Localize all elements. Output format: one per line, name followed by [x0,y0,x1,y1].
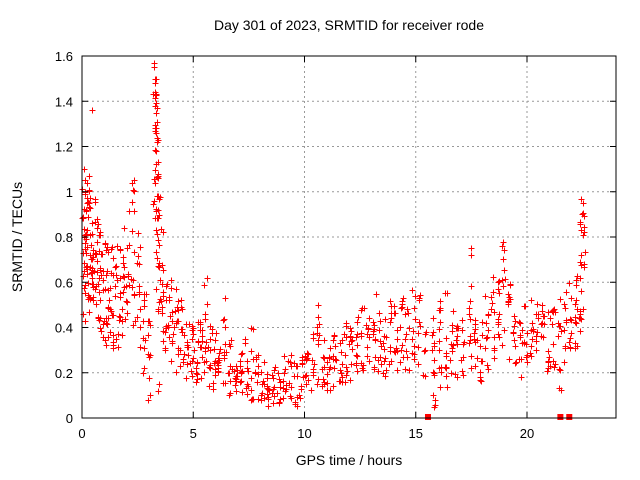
plot-border-and-ticks [81,55,617,419]
zero-value-square-marker [424,414,431,420]
x-tick-label: 15 [409,426,423,441]
y-tick-label: 0 [66,411,73,426]
y-tick-label: 1 [66,185,73,200]
y-tick-label: 0.4 [55,321,73,336]
y-tick-label: 0.8 [55,230,73,245]
x-tick-label: 5 [190,426,197,441]
tick-labels: 0 5 10 15 20 0 0.2 0.4 0.6 0.8 1 1.2 1.4 1.6 [55,49,534,441]
y-tick-label: 0.6 [55,275,73,290]
chart-title: Day 301 of 2023, SRMTID for receiver rod… [214,17,484,33]
y-tick-label: 1.6 [55,49,73,64]
x-tick-label: 0 [78,426,85,441]
y-tick-label: 1.2 [55,140,73,155]
x-axis-label: GPS time / hours [296,452,403,468]
x-tick-label: 20 [520,426,534,441]
y-tick-label: 0.2 [55,366,73,381]
grid-lines [82,56,616,418]
y-tick-label: 1.4 [55,94,73,109]
y-axis-label: SRMTID / TECUs [9,182,25,292]
zero-value-square-marker [566,414,573,420]
x-tick-label: 10 [297,426,311,441]
zero-value-square-marker [557,414,564,420]
